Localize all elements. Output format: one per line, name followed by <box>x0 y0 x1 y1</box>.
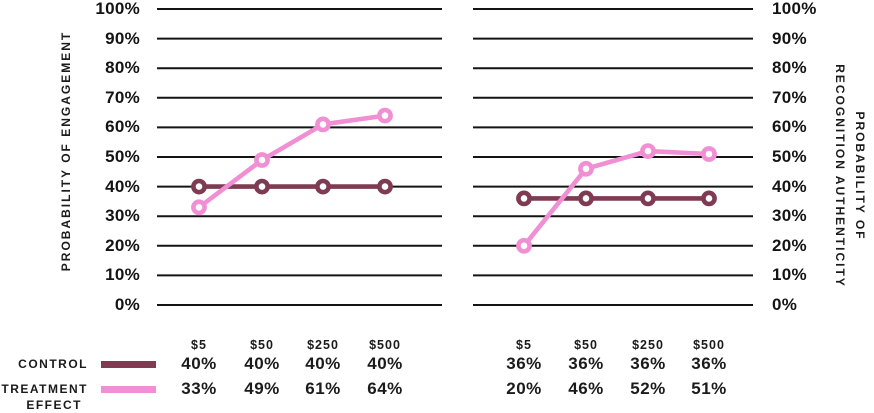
control-data-point-marker <box>191 178 207 195</box>
treatment-table-cell: 46% <box>568 379 604 398</box>
control-table-cell: 36% <box>630 354 666 373</box>
y-tick-label: 100% <box>95 0 140 18</box>
treatment-data-point-marker <box>254 152 270 168</box>
y-tick-label: 30% <box>105 206 140 226</box>
treatment-line <box>522 148 710 248</box>
control-table-cell: 40% <box>181 354 217 373</box>
y-tick-label: 90% <box>772 28 807 48</box>
control-data-point-marker <box>377 178 393 195</box>
control-data-point-marker <box>315 178 331 195</box>
x-category-header: $250 <box>307 338 339 352</box>
x-category-header: $250 <box>632 338 664 352</box>
control-table-cell: 40% <box>305 354 341 373</box>
control-table-cell: 40% <box>244 354 280 373</box>
y-tick-label: 90% <box>105 28 140 48</box>
legend-treatment-label-line2: EFFECT <box>26 398 82 412</box>
x-category-header: $5 <box>516 338 532 352</box>
control-table-cell: 36% <box>691 354 727 373</box>
y-tick-label: 10% <box>105 265 140 285</box>
engagement-chart <box>157 8 442 306</box>
y-tick-label: 40% <box>105 176 140 196</box>
legend-treatment-label: TREATMENT <box>1 382 88 396</box>
x-category-header: $500 <box>693 338 725 352</box>
y-axis-label-right-line1: PROBABILITY OF <box>853 111 867 241</box>
treatment-table-cell: 52% <box>630 379 666 398</box>
treatment-data-point-marker <box>315 116 331 133</box>
treatment-data-point-marker <box>701 146 717 162</box>
treatment-data-point-marker <box>191 199 207 216</box>
y-tick-label: 20% <box>772 235 807 255</box>
legend-treatment-swatch <box>101 386 156 393</box>
x-category-header: $5 <box>191 338 207 352</box>
treatment-line <box>197 113 386 210</box>
y-tick-label: 40% <box>772 176 807 196</box>
y-tick-label: 50% <box>105 147 140 166</box>
x-category-header: $50 <box>250 338 274 352</box>
control-data-point-marker <box>578 190 594 207</box>
control-data-point-marker <box>640 190 656 207</box>
treatment-table-cell: 51% <box>691 379 727 398</box>
control-data-point-marker <box>701 190 717 207</box>
recognition-authenticity-chart <box>473 8 753 306</box>
control-table-cell: 40% <box>367 354 403 373</box>
y-tick-label: 20% <box>105 235 140 255</box>
y-tick-label: 10% <box>772 265 807 285</box>
treatment-data-point-marker <box>516 237 532 254</box>
y-tick-label: 80% <box>105 58 140 78</box>
y-tick-label: 30% <box>772 206 807 226</box>
control-data-point-marker <box>254 178 270 195</box>
y-tick-label: 70% <box>105 87 140 107</box>
treatment-table-cell: 49% <box>244 379 280 398</box>
legend-control-label: CONTROL <box>18 357 88 371</box>
treatment-data-point-marker <box>377 107 393 124</box>
treatment-table-cell: 20% <box>506 379 542 398</box>
control-data-point-marker <box>516 190 532 207</box>
treatment-data-point-marker <box>640 143 656 159</box>
y-tick-label: 0% <box>772 295 798 314</box>
y-tick-label: 100% <box>772 0 817 18</box>
y-tick-label: 60% <box>105 117 140 137</box>
treatment-table-cell: 33% <box>181 379 217 398</box>
y-tick-label: 70% <box>772 87 807 107</box>
x-category-header: $500 <box>369 338 401 352</box>
control-table-cell: 36% <box>568 354 604 373</box>
x-category-header: $50 <box>574 338 598 352</box>
treatment-table-cell: 61% <box>305 379 341 398</box>
y-tick-label: 60% <box>772 117 807 137</box>
control-table-cell: 36% <box>506 354 542 373</box>
y-tick-label: 80% <box>772 58 807 78</box>
y-tick-label: 50% <box>772 147 807 166</box>
treatment-data-point-marker <box>578 160 594 177</box>
legend-control-swatch <box>101 361 156 368</box>
treatment-table-cell: 64% <box>367 379 403 398</box>
y-tick-label: 0% <box>114 295 140 314</box>
